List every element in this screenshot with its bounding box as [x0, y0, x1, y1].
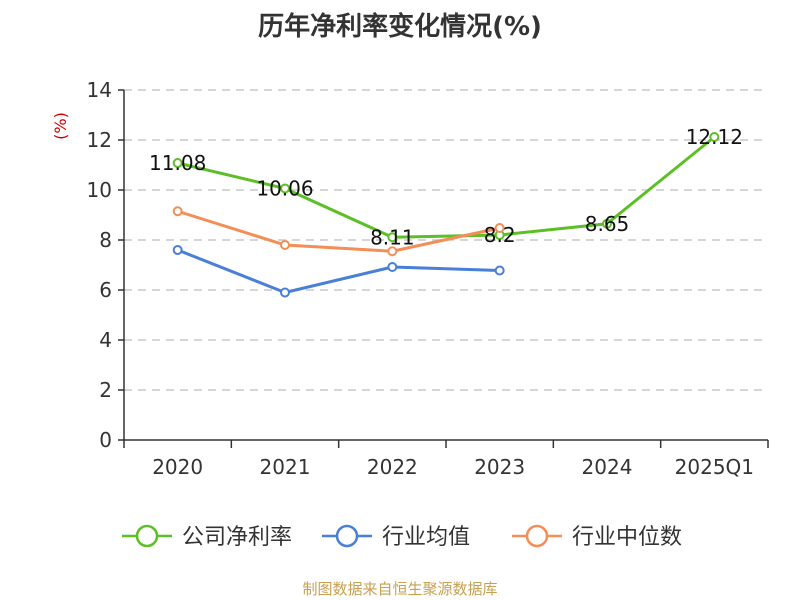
data-point [172, 206, 183, 217]
y-tick-label: 6 [99, 278, 112, 302]
legend-item[interactable]: 公司净利率 [122, 524, 292, 550]
y-tick-label: 8 [99, 228, 112, 252]
data-label: 10.06 [256, 177, 313, 201]
data-point [280, 240, 290, 250]
legend-label: 行业中位数 [572, 525, 682, 550]
x-tick-label: 2024 [582, 455, 633, 479]
series-line-1 [177, 248, 500, 294]
data-point [602, 218, 612, 229]
y-tick-label: 10 [87, 178, 112, 202]
y-tick-label: 0 [99, 428, 112, 452]
data-label: 8.11 [370, 225, 415, 249]
data-label: 12.12 [686, 125, 743, 149]
data-point [387, 262, 398, 272]
data-point [172, 245, 183, 255]
chart-title: 历年净利率变化情况(%) [258, 12, 542, 42]
data-point [387, 232, 398, 243]
data-labels: 11.08 10.06 8.11 8.2 8.65 12.12 [149, 125, 743, 249]
data-label: 8.65 [585, 212, 630, 236]
data-point [280, 287, 290, 298]
data-point [709, 132, 720, 142]
source-note: 制图数据来自恒生聚源数据库 [302, 580, 498, 598]
y-tick-label: 14 [87, 78, 112, 102]
legend-label: 行业均值 [382, 525, 470, 550]
data-point [387, 246, 398, 257]
legend-item[interactable]: 行业中位数 [512, 524, 682, 550]
data-label: 8.2 [484, 223, 516, 247]
data-label: 11.08 [149, 151, 206, 175]
data-point [494, 223, 505, 233]
y-tick-label: 4 [99, 328, 112, 352]
series-lines [172, 132, 720, 298]
x-tick-label: 2025Q1 [675, 455, 754, 479]
series-line-0 [177, 135, 716, 239]
y-tick-label: 12 [87, 128, 112, 152]
legend-marker-icon [335, 524, 359, 548]
x-tick-label: 2021 [260, 455, 311, 479]
x-tick-label: 2023 [474, 455, 525, 479]
series-line-2 [177, 209, 500, 253]
legend: 公司净利率 行业均值 行业中位数 [122, 524, 682, 550]
data-point [494, 265, 505, 276]
y-tick-label: 2 [99, 378, 112, 402]
legend-marker-icon [135, 524, 159, 548]
legend-label: 公司净利率 [182, 525, 292, 550]
x-tick-label: 2022 [367, 455, 418, 479]
data-point [280, 183, 290, 194]
legend-marker-icon [525, 524, 549, 548]
x-tick-label: 2020 [152, 455, 203, 479]
legend-item[interactable]: 行业均值 [322, 524, 470, 550]
axes: 0 2 4 6 8 10 12 14 2020 2021 2022 2023 2024 2025Q1 [87, 78, 769, 479]
data-point [172, 158, 183, 168]
y-axis-unit-label: (%) [51, 112, 70, 140]
